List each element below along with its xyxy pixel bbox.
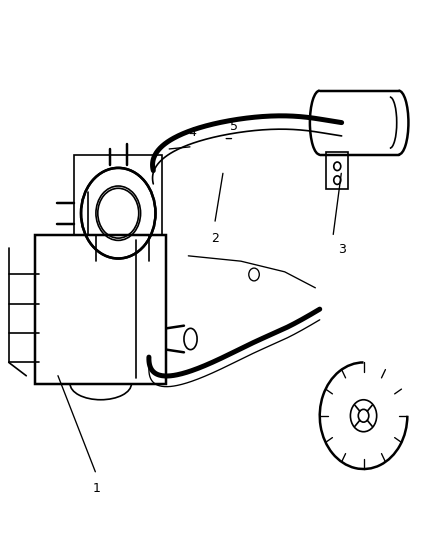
FancyBboxPatch shape [74,155,162,261]
Text: 4: 4 [189,126,197,139]
Text: 3: 3 [338,243,346,255]
FancyBboxPatch shape [35,235,166,384]
Text: 1: 1 [92,482,100,495]
Text: 5: 5 [230,120,238,133]
Text: 2: 2 [211,232,219,245]
FancyBboxPatch shape [326,152,348,189]
